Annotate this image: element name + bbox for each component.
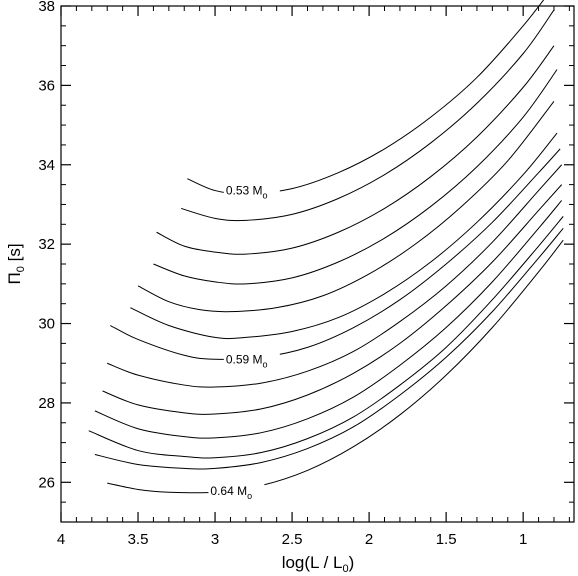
mass-curve bbox=[156, 45, 555, 255]
annotations: 0.53 Mo 0.59 Mo 0.64 Mo bbox=[208, 181, 280, 501]
mass-curve bbox=[94, 227, 564, 470]
x-tick-label: 4 bbox=[57, 531, 65, 548]
y-tick-label: 32 bbox=[38, 236, 55, 253]
y-tick-label: 30 bbox=[38, 316, 55, 333]
x-tick-label: 2 bbox=[365, 531, 373, 548]
mass-curve bbox=[130, 132, 558, 340]
label-backdrop bbox=[208, 482, 265, 499]
ticks bbox=[60, 5, 574, 523]
mass-curve bbox=[153, 69, 558, 285]
label-backdrop bbox=[223, 350, 280, 367]
mass-curve bbox=[187, 0, 545, 195]
x-tick-labels: 4 3.5 3 2.5 2 1.5 1 bbox=[57, 531, 528, 548]
curves bbox=[88, 0, 564, 494]
curve-label: 0.64 Mo bbox=[210, 484, 252, 501]
y-tick-label: 34 bbox=[38, 157, 55, 174]
mass-curve bbox=[110, 148, 561, 360]
mass-curve bbox=[137, 100, 555, 313]
x-tick-label: 3.5 bbox=[128, 531, 149, 548]
x-axis-title: log(L / L0) bbox=[282, 553, 355, 575]
mass-curve bbox=[94, 200, 563, 439]
mass-curve bbox=[107, 239, 564, 494]
y-tick-label: 38 bbox=[38, 0, 55, 15]
x-tick-label: 1.5 bbox=[436, 531, 457, 548]
y-tick-label: 36 bbox=[38, 77, 55, 94]
mass-curve bbox=[88, 216, 564, 459]
mass-curve bbox=[102, 184, 563, 415]
mass-curve bbox=[181, 9, 555, 222]
x-tick-label: 2.5 bbox=[282, 531, 303, 548]
curve-label: 0.59 Mo bbox=[226, 352, 268, 369]
x-tick-label: 3 bbox=[211, 531, 219, 548]
x-tick-label: 1 bbox=[519, 531, 527, 548]
mass-curve bbox=[107, 164, 563, 388]
curve-label: 0.53 Mo bbox=[226, 184, 268, 201]
label-backdrop bbox=[223, 181, 280, 198]
y-tick-label: 28 bbox=[38, 395, 55, 412]
y-tick-labels: 26 28 30 32 34 36 38 bbox=[38, 0, 55, 491]
y-axis-title: Π0 [s] bbox=[5, 243, 27, 284]
y-tick-label: 26 bbox=[38, 474, 55, 491]
